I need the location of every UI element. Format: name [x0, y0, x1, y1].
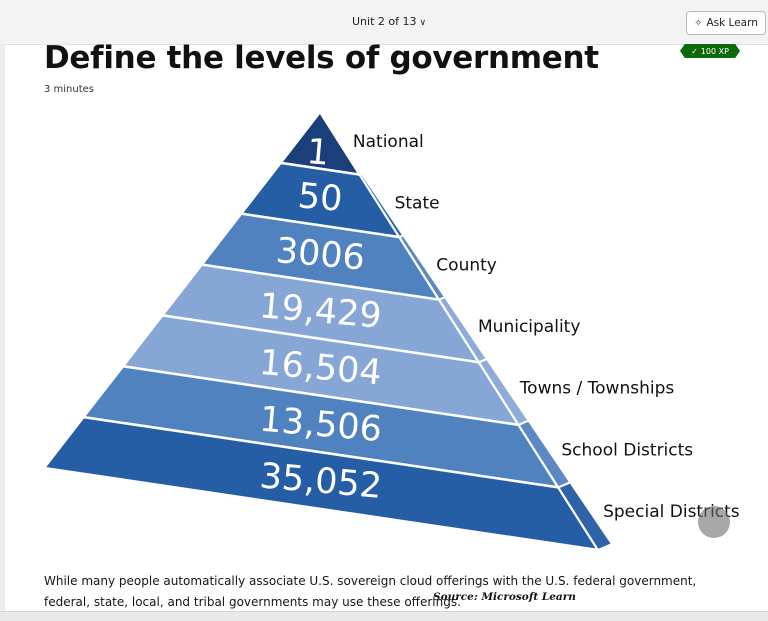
level-label: County: [436, 255, 497, 275]
page-title: Define the levels of government: [44, 40, 599, 76]
pyramid-level-side: [556, 481, 614, 552]
xp-value: 100 XP: [700, 46, 729, 56]
level-label: National: [353, 132, 424, 152]
unit-label: Unit 2 of 13: [352, 15, 417, 28]
level-label: State: [395, 194, 440, 214]
ask-learn-label: Ask Learn: [706, 17, 758, 29]
check-icon: ✓: [691, 46, 698, 56]
level-count: 3006: [274, 231, 366, 279]
sparkle-icon: ✧: [694, 17, 703, 29]
level-label: Towns / Townships: [519, 379, 675, 399]
unit-navigator[interactable]: Unit 2 of 13 ∨: [352, 15, 426, 28]
bottom-edge: [0, 611, 768, 621]
top-bar: Unit 2 of 13 ∨ ✧ Ask Learn: [0, 0, 768, 45]
ask-learn-button[interactable]: ✧ Ask Learn: [686, 11, 766, 35]
source-credit: Source: Microsoft Learn: [433, 591, 576, 603]
level-count: 50: [296, 176, 344, 220]
level-count: 1: [305, 132, 331, 174]
level-label: School Districts: [561, 440, 693, 460]
left-gutter: [0, 44, 5, 620]
duration-text: 3 minutes: [44, 84, 95, 95]
xp-badge: ✓ 100 XP: [680, 44, 740, 58]
level-label: Municipality: [478, 317, 580, 337]
cursor-ring: [698, 506, 730, 538]
caption-text: While many people automatically associat…: [44, 574, 697, 609]
chevron-down-icon: ∨: [419, 18, 427, 28]
